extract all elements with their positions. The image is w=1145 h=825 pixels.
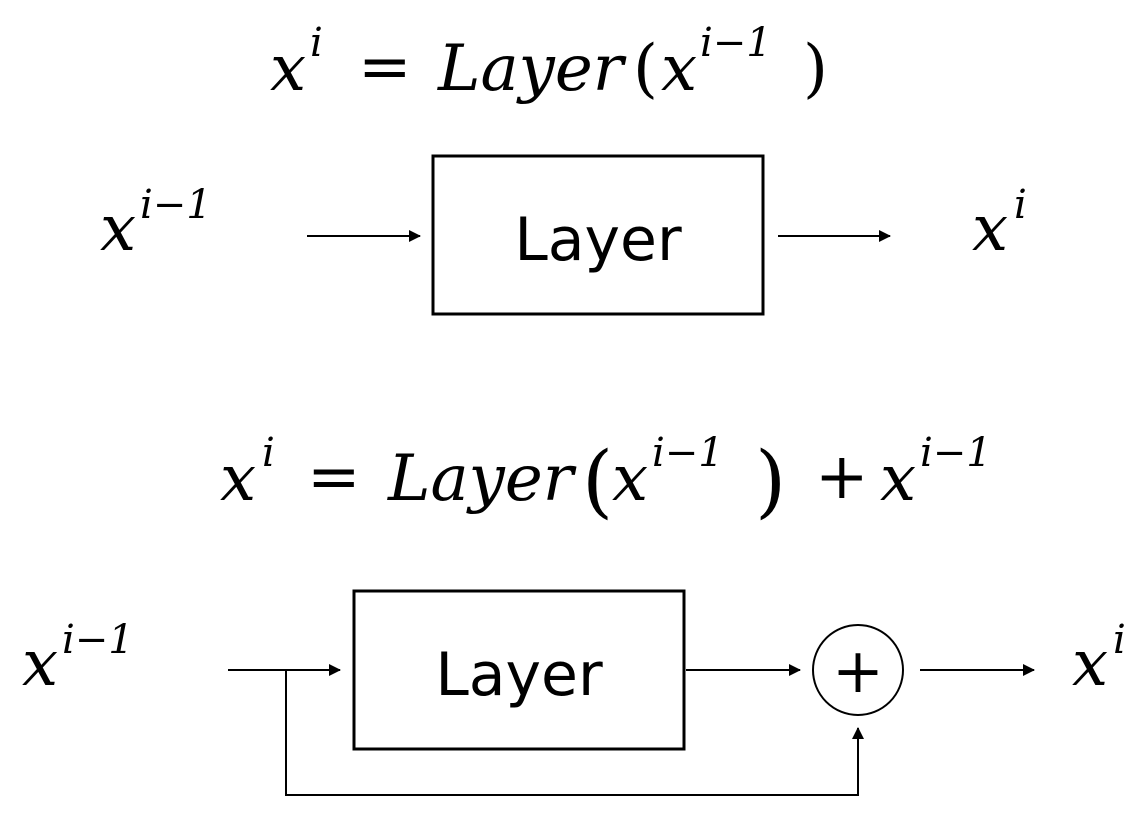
equation-plain-layer: x i = Layer ( x i−1 ) <box>270 20 828 106</box>
d1-input-var: x <box>100 192 136 266</box>
eq1-input-superscript: i−1 <box>700 20 772 66</box>
equation-residual-layer: x i = Layer ( x i−1 ) + x i−1 <box>220 430 992 527</box>
d1-output-superscript: i <box>1014 182 1027 228</box>
d1-layer-label: Layer <box>514 205 682 275</box>
eq1-input-var: x <box>661 32 697 106</box>
eq1-function-name: Layer <box>437 32 627 106</box>
eq2-plus-sign: + <box>815 440 869 514</box>
d2-output-superscript: i <box>1113 617 1126 663</box>
eq2-input-superscript: i−1 <box>652 430 724 476</box>
diagram-residual-layer: x i−1 Layer + x i <box>22 589 1126 796</box>
d2-layer-box <box>352 589 686 751</box>
eq2-open-paren: ( <box>582 434 613 527</box>
eq1-output-superscript: i <box>310 20 323 66</box>
d2-skip-connection-arrow <box>285 670 864 796</box>
d2-input-var: x <box>22 627 58 701</box>
eq2-close-paren: ) <box>755 434 786 527</box>
eq1-open-paren: ( <box>633 32 658 106</box>
eq2-output-superscript: i <box>262 430 275 476</box>
eq2-input-var: x <box>612 442 648 516</box>
eq2-function-name: Layer <box>387 442 577 516</box>
eq1-output-var: x <box>270 32 306 106</box>
diagram-plain-layer: x i−1 Layer x i <box>100 154 1027 316</box>
d2-sum-node <box>812 624 904 716</box>
d1-input-superscript: i−1 <box>140 182 212 228</box>
eq2-output-var: x <box>220 442 256 516</box>
eq1-equals-sign: = <box>358 30 412 104</box>
d2-input-superscript: i−1 <box>62 617 134 663</box>
d2-layer-label: Layer <box>435 640 603 710</box>
d2-sum-symbol: + <box>832 634 884 707</box>
eq2-residual-superscript: i−1 <box>920 430 992 476</box>
eq2-residual-var: x <box>880 442 916 516</box>
d1-output-var: x <box>972 192 1008 266</box>
eq2-equals-sign: = <box>307 440 361 514</box>
eq1-close-paren: ) <box>803 32 828 106</box>
d1-layer-box <box>431 154 765 316</box>
d2-output-var: x <box>1072 627 1108 701</box>
